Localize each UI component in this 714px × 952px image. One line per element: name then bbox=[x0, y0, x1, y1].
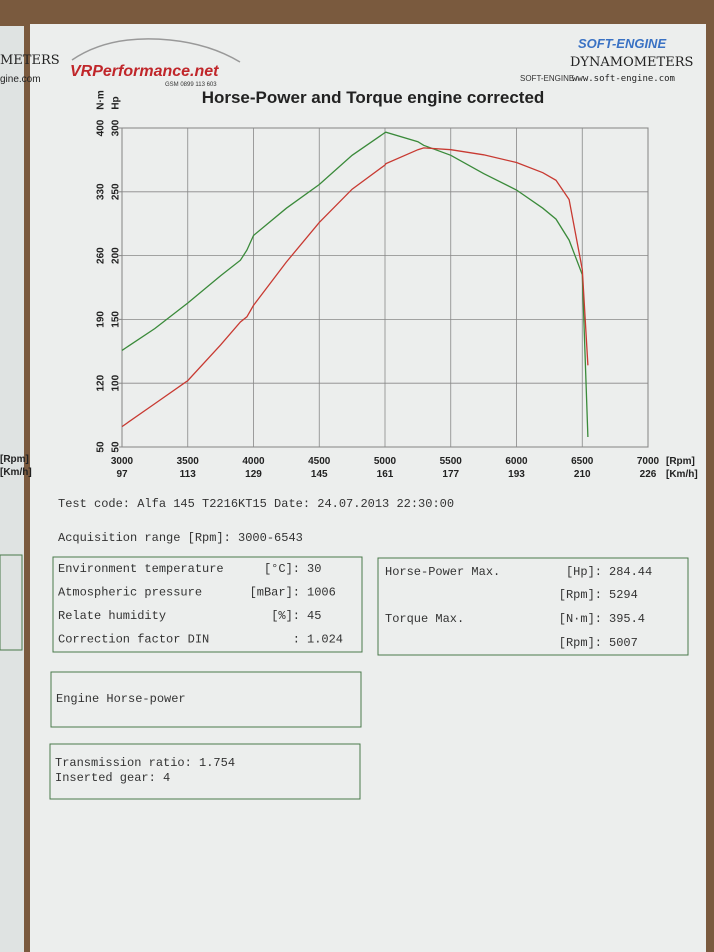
vrp-phone: GSM 0899 113 603 bbox=[165, 82, 217, 88]
env-label: Correction factor DIN bbox=[58, 633, 209, 647]
x2-tick-label: 210 bbox=[574, 469, 591, 480]
se-sub: DYNAMOMETERS bbox=[570, 55, 693, 70]
env-value: 1006 bbox=[307, 586, 336, 600]
acq-range: Acquisition range [Rpm]: 3000-6543 bbox=[58, 531, 303, 545]
left-sheet bbox=[0, 26, 24, 952]
x-tick-label: 6000 bbox=[505, 456, 528, 467]
max-value: 5007 bbox=[609, 636, 638, 650]
y2-axis-label: Hp bbox=[111, 96, 122, 109]
x-tick-label: 3000 bbox=[111, 456, 134, 467]
se-logo: SOFT-ENGINE bbox=[578, 36, 666, 51]
se-mark: SOFT-ENGINE bbox=[520, 74, 574, 83]
max-box bbox=[377, 557, 689, 656]
y-tick-label: 120 bbox=[96, 374, 107, 391]
x-tick-label: 5000 bbox=[374, 456, 397, 467]
max-unit: [Rpm]: bbox=[559, 588, 602, 602]
y-tick-label: 260 bbox=[96, 247, 107, 264]
y2-tick-label: 150 bbox=[111, 311, 122, 328]
max-unit: [Rpm]: bbox=[559, 636, 602, 650]
y2-tick-label: 200 bbox=[111, 247, 122, 264]
engine-text: Engine Horse-power bbox=[56, 692, 186, 706]
env-value: 1.024 bbox=[307, 633, 343, 647]
env-label: Relate humidity bbox=[58, 609, 166, 623]
x-unit: [Rpm] bbox=[666, 456, 695, 467]
engine-box bbox=[50, 671, 362, 728]
y-tick-label: 190 bbox=[96, 311, 107, 328]
x2-tick-label: 226 bbox=[640, 469, 657, 480]
se-url: www.soft-engine.com bbox=[572, 74, 675, 84]
max-unit: [N·m]: bbox=[559, 612, 602, 626]
x-tick-label: 4000 bbox=[242, 456, 265, 467]
env-unit: [°C]: bbox=[264, 562, 300, 576]
transmission-box bbox=[49, 743, 361, 800]
y-tick-label: 330 bbox=[96, 183, 107, 200]
x-tick-label: 4500 bbox=[308, 456, 331, 467]
y2-tick-label: 250 bbox=[111, 183, 122, 200]
transmission-text: Inserted gear: 4 bbox=[55, 771, 170, 785]
env-value: 30 bbox=[307, 562, 321, 576]
max-value: 5294 bbox=[609, 588, 638, 602]
x2-unit: [Km/h] bbox=[666, 469, 698, 480]
max-label: Horse-Power Max. bbox=[385, 565, 500, 579]
y2-tick-label: 300 bbox=[111, 119, 122, 136]
left-text: [Rpm] bbox=[0, 454, 29, 465]
left-text: gine.com bbox=[0, 74, 41, 85]
max-label: Torque Max. bbox=[385, 612, 464, 626]
env-unit: : bbox=[293, 633, 300, 647]
env-label: Atmospheric pressure bbox=[58, 586, 202, 600]
max-unit: [Hp]: bbox=[566, 565, 602, 579]
y2-tick-label: 50 bbox=[111, 441, 122, 453]
test-line: Test code: Alfa 145 T2216KT15 Date: 24.0… bbox=[58, 497, 454, 511]
x-tick-label: 3500 bbox=[177, 456, 200, 467]
env-unit: [mBar]: bbox=[250, 586, 300, 600]
chart-title: Horse-Power and Torque engine corrected bbox=[202, 88, 545, 107]
x2-tick-label: 145 bbox=[311, 469, 328, 480]
left-text: [Km/h] bbox=[0, 467, 32, 478]
x-tick-label: 5500 bbox=[440, 456, 463, 467]
x2-tick-label: 129 bbox=[245, 469, 262, 480]
left-text: METERS bbox=[0, 53, 60, 68]
y-axis-label: N·m bbox=[96, 90, 107, 110]
x2-tick-label: 113 bbox=[180, 469, 197, 480]
left-box bbox=[0, 554, 23, 651]
x2-tick-label: 177 bbox=[442, 469, 459, 480]
x-tick-label: 6500 bbox=[571, 456, 594, 467]
series-line bbox=[121, 131, 589, 438]
max-value: 284.44 bbox=[609, 565, 652, 579]
env-box bbox=[52, 556, 363, 653]
x2-tick-label: 97 bbox=[116, 469, 128, 480]
x2-tick-label: 193 bbox=[508, 469, 525, 480]
x2-tick-label: 161 bbox=[377, 469, 394, 480]
transmission-text: Transmission ratio: 1.754 bbox=[55, 756, 235, 770]
series-line bbox=[121, 147, 589, 428]
y-tick-label: 400 bbox=[96, 119, 107, 136]
y-tick-label: 50 bbox=[96, 441, 107, 453]
env-label: Environment temperature bbox=[58, 562, 224, 576]
env-value: 45 bbox=[307, 609, 321, 623]
y2-tick-label: 100 bbox=[111, 374, 122, 391]
car-logo bbox=[71, 38, 241, 63]
vrp-logo: VRPerformance.net bbox=[70, 63, 219, 80]
env-unit: [%]: bbox=[271, 609, 300, 623]
x-tick-label: 7000 bbox=[637, 456, 660, 467]
sheet bbox=[30, 24, 706, 952]
max-value: 395.4 bbox=[609, 612, 645, 626]
